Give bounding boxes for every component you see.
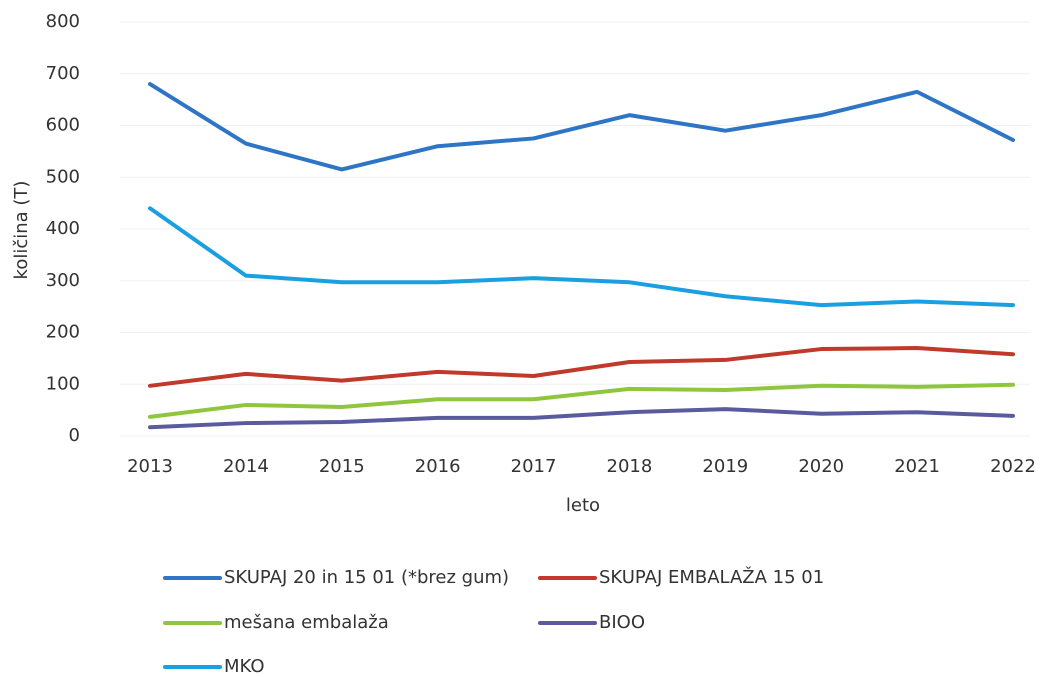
y-tick-label: 100 bbox=[46, 373, 80, 394]
y-tick-label: 500 bbox=[46, 166, 80, 187]
x-tick-label: 2022 bbox=[990, 456, 1036, 477]
legend-label: BIOO bbox=[599, 612, 645, 633]
series-line bbox=[148, 382, 1015, 419]
legend-label: SKUPAJ EMBALAŽA 15 01 bbox=[599, 566, 824, 588]
x-tick-label: 2015 bbox=[319, 456, 365, 477]
y-tick-label: 600 bbox=[46, 115, 80, 136]
x-tick-label: 2016 bbox=[415, 456, 461, 477]
series-line bbox=[148, 346, 1015, 388]
series-line bbox=[148, 206, 1015, 308]
y-tick-label: 0 bbox=[69, 425, 80, 446]
legend-label: MKO bbox=[224, 656, 265, 677]
legend-label: mešana embalaža bbox=[224, 612, 389, 633]
series-line bbox=[148, 82, 1015, 172]
y-tick-label: 300 bbox=[46, 270, 80, 291]
x-tick-label: 2018 bbox=[607, 456, 653, 477]
y-tick-label: 400 bbox=[46, 218, 80, 239]
x-tick-label: 2019 bbox=[702, 456, 748, 477]
x-tick-label: 2014 bbox=[223, 456, 269, 477]
x-tick-label: 2021 bbox=[894, 456, 940, 477]
y-tick-label: 200 bbox=[46, 322, 80, 343]
series-line bbox=[148, 407, 1015, 430]
legend-label: SKUPAJ 20 in 15 01 (*brez gum) bbox=[224, 567, 509, 588]
y-tick-label: 800 bbox=[46, 11, 80, 32]
x-tick-label: 2020 bbox=[798, 456, 844, 477]
x-tick-label: 2017 bbox=[511, 456, 557, 477]
x-tick-label: 2013 bbox=[127, 456, 173, 477]
y-axis-title: količina (T) bbox=[11, 181, 32, 280]
x-axis-title: leto bbox=[566, 495, 600, 516]
y-tick-label: 700 bbox=[46, 63, 80, 84]
